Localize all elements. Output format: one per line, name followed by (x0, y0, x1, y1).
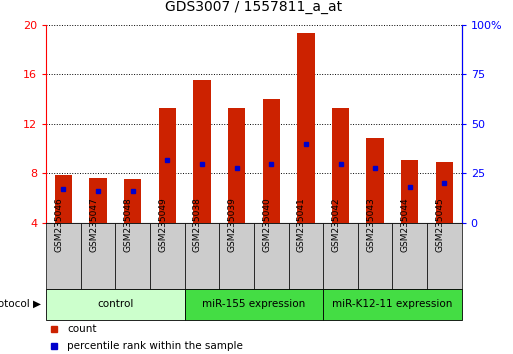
Bar (323, 289, 462, 320)
Text: miR-K12-11 expression: miR-K12-11 expression (332, 299, 452, 309)
Bar (288, 223, 323, 289)
Bar (366, 137, 384, 223)
Text: GSM235042: GSM235042 (331, 198, 341, 252)
Bar (358, 223, 392, 289)
Text: control: control (97, 299, 133, 309)
Text: GSM235038: GSM235038 (193, 198, 202, 252)
Text: GDS3007 / 1557811_a_at: GDS3007 / 1557811_a_at (165, 0, 343, 14)
Text: percentile rank within the sample: percentile rank within the sample (67, 341, 243, 350)
Text: miR-155 expression: miR-155 expression (202, 299, 306, 309)
Bar (427, 223, 462, 289)
Bar (46, 289, 185, 320)
Text: GSM235040: GSM235040 (262, 198, 271, 252)
Bar (124, 179, 142, 223)
Bar (297, 33, 314, 223)
Text: protocol ▶: protocol ▶ (0, 299, 41, 309)
Text: GSM235048: GSM235048 (124, 198, 133, 252)
Bar (332, 108, 349, 223)
Bar (150, 223, 185, 289)
Text: GSM235041: GSM235041 (297, 198, 306, 252)
Bar (254, 223, 288, 289)
Bar (46, 223, 81, 289)
Bar (89, 178, 107, 223)
Bar (81, 223, 115, 289)
Text: GSM235045: GSM235045 (436, 198, 444, 252)
Bar (193, 80, 211, 223)
Bar (323, 223, 358, 289)
Text: GSM235049: GSM235049 (159, 198, 167, 252)
Text: GSM235043: GSM235043 (366, 198, 375, 252)
Bar (159, 108, 176, 223)
Bar (185, 223, 220, 289)
Bar (392, 223, 427, 289)
Text: count: count (67, 324, 96, 334)
Bar (401, 160, 419, 223)
Bar (220, 223, 254, 289)
Bar (115, 223, 150, 289)
Text: GSM235044: GSM235044 (401, 198, 410, 252)
Text: GSM235039: GSM235039 (228, 198, 236, 252)
Bar (185, 289, 323, 320)
Bar (55, 175, 72, 223)
Bar (263, 99, 280, 223)
Text: GSM235046: GSM235046 (54, 198, 64, 252)
Text: GSM235047: GSM235047 (89, 198, 98, 252)
Bar (436, 162, 453, 223)
Bar (228, 108, 245, 223)
